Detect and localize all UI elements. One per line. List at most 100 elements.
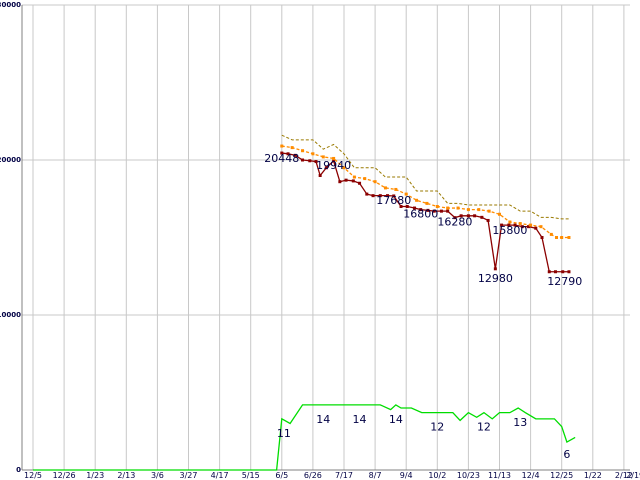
series-point [547,270,551,274]
series-point [529,223,533,227]
data-label: 11 [277,427,291,440]
series-point [500,223,504,227]
x-tick-label: 2/19 [626,471,640,480]
x-tick-label: 12/5 [24,471,42,480]
series-point [290,146,294,150]
series-point [405,205,409,208]
x-tick-label: 1/23 [86,471,104,480]
x-tick-label: 9/4 [400,471,413,480]
series-point [426,208,430,212]
series-point [363,177,367,181]
series-point [280,151,284,155]
series-point [459,214,463,218]
series-point [555,236,559,239]
series-point [507,223,511,227]
data-label: 16800 [403,208,438,221]
series-point [293,153,297,157]
data-label: 12 [477,421,491,434]
series-point [560,236,564,239]
series-point [520,225,524,229]
series-point [456,206,460,210]
series-point [518,222,522,226]
data-label: 14 [316,413,330,426]
series-point [352,175,356,179]
x-tick-label: 8/7 [369,471,382,480]
series-point [513,223,517,227]
series-point [534,226,538,230]
series-point [473,214,477,218]
series-point [477,208,481,212]
series-point [383,186,387,190]
series-line [281,134,569,220]
series-point [404,192,408,196]
data-label: 12980 [478,272,513,285]
series-point [332,159,336,163]
series-point [498,212,501,216]
series-point [378,194,382,198]
series-point [373,180,377,184]
x-tick-label: 12/26 [53,471,76,480]
data-label: 14 [389,413,403,426]
series-point [358,181,362,185]
series-point [311,152,315,156]
series-point [466,214,470,218]
series-point [415,198,419,202]
series-point [332,156,336,160]
series-point [539,225,543,229]
series-point [453,216,457,220]
series-point [561,270,565,274]
series-point [412,206,416,210]
x-tick-label: 10/23 [457,471,480,480]
series-point [338,180,342,184]
series-point [549,232,553,236]
series-point [318,174,322,177]
x-tick-label: 11/13 [488,471,511,480]
x-tick-label: 2/13 [117,471,135,480]
series-point [480,215,484,219]
x-tick-label: 10/2 [428,471,446,480]
data-label: 17680 [376,194,411,207]
series-point [527,225,531,229]
data-label: 14 [353,413,367,426]
x-tick-label: 6/5 [275,471,288,480]
y-tick-label: 10000 [0,311,21,319]
series-point [301,158,305,162]
x-tick-label: 6/26 [304,471,322,480]
x-tick-label: 3/27 [180,471,198,480]
series-point [487,209,491,213]
series-point [439,209,443,213]
data-label: 20448 [264,152,299,165]
x-tick-label: 1/22 [584,471,602,480]
series-point [386,194,390,198]
series-point [365,192,369,196]
series-point [540,236,544,239]
data-label: 12790 [547,275,582,288]
data-label: 13 [513,416,527,429]
data-label: 16280 [437,216,472,229]
series-point [321,155,325,159]
series-point [394,187,398,191]
series-point [508,220,512,224]
series-point [280,144,284,148]
series-point [567,236,571,239]
series-point [553,270,557,274]
series-point [351,179,355,183]
x-tick-label: 5/15 [242,471,260,480]
series-point [314,160,318,164]
y-tick-label: 30000 [0,1,21,9]
series-point [419,208,423,212]
series-point [425,201,429,205]
x-tick-label: 7/17 [335,471,353,480]
series-point [435,205,439,208]
series-point [466,208,470,212]
data-label: 19940 [316,159,351,172]
x-tick-label: 12/25 [550,471,573,480]
data-label: 15800 [492,224,527,237]
series-point [486,218,490,222]
series-line [281,145,569,239]
series-point [399,205,403,208]
x-tick-label: 12/4 [522,471,540,480]
